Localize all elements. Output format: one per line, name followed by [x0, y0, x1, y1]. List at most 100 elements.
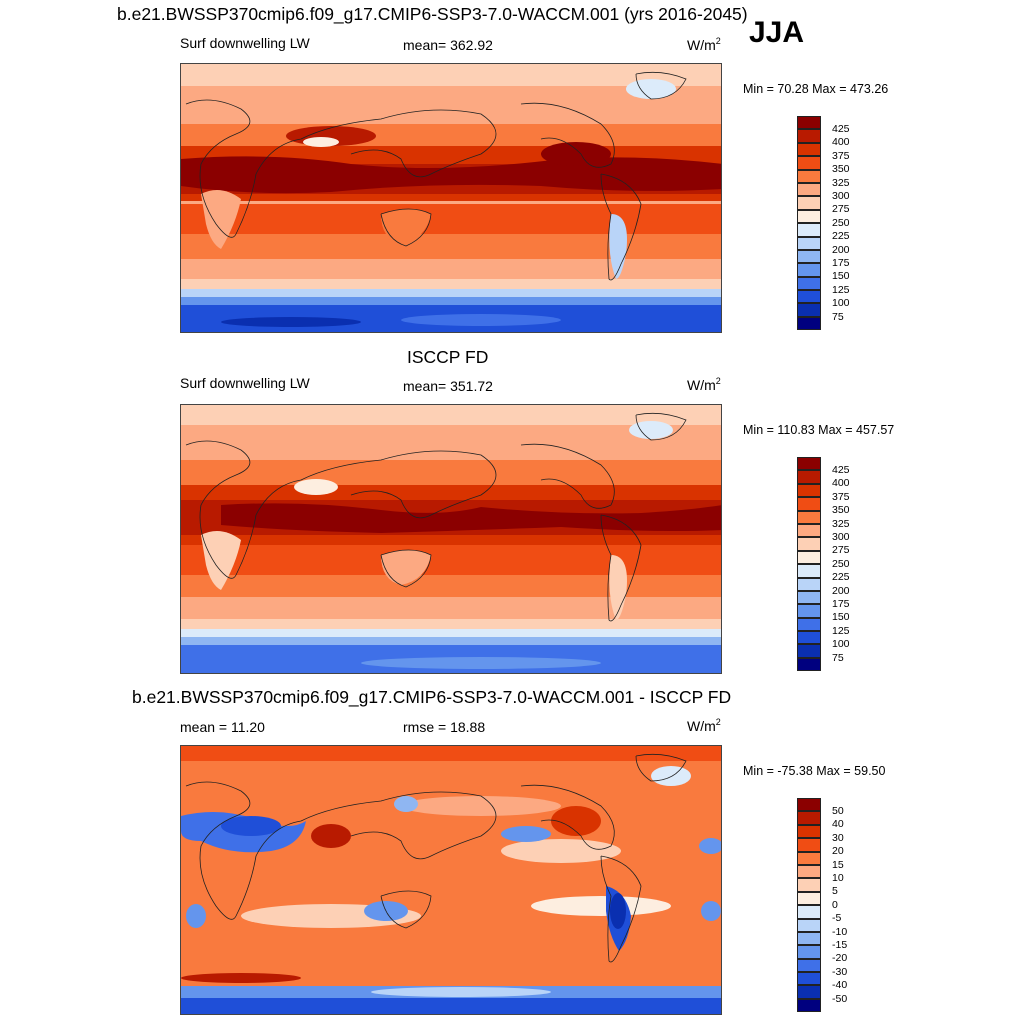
colorbar-tick-label: 325: [832, 176, 850, 189]
colorbar-cell: [797, 905, 821, 919]
colorbar-cell: [797, 985, 821, 999]
colorbar-cell: [797, 142, 821, 157]
colorbar-tick-label: -20: [832, 952, 848, 965]
colorbar-tick-label: 40: [832, 818, 844, 831]
colorbar-tick-label: 175: [832, 256, 850, 269]
colorbar-cell: [797, 918, 821, 932]
colorbar-tick-label: 275: [832, 203, 850, 216]
colorbar-tick-label: 250: [832, 216, 850, 229]
colorbar-tick-label: 0: [832, 898, 838, 911]
colorbar-cell: [797, 249, 821, 264]
panel-1-minmax: Min = 70.28 Max = 473.26: [743, 82, 889, 96]
colorbar-tick-label: 100: [832, 638, 850, 651]
colorbar-cell: [797, 891, 821, 906]
panel-3-title: b.e21.BWSSP370cmip6.f09_g17.CMIP6-SSP3-7…: [132, 687, 732, 707]
colorbar-tick-label: 300: [832, 530, 850, 543]
panel-2-variable-label: Surf downwelling LW: [180, 375, 310, 391]
colorbar-cell: [797, 590, 821, 605]
colorbar-cell: [797, 958, 821, 973]
panel-1-colorbar: [797, 116, 821, 331]
panel-1-units: W/m2: [687, 36, 721, 53]
panel-2-title: ISCCP FD: [407, 347, 489, 367]
colorbar-tick-label: 400: [832, 136, 850, 149]
panel-1-mean-label: mean= 362.92: [403, 37, 493, 53]
colorbar-cell: [797, 931, 821, 946]
colorbar-tick-label: -50: [832, 992, 848, 1005]
colorbar-cell: [797, 457, 821, 471]
colorbar-cell: [797, 657, 821, 672]
colorbar-cell: [797, 156, 821, 170]
colorbar-tick-label: 225: [832, 571, 850, 584]
panel-3-rmse-label: rmse = 18.88: [403, 719, 486, 735]
colorbar-tick-label: 350: [832, 504, 850, 517]
colorbar-tick-label: 150: [832, 611, 850, 624]
colorbar-cell: [797, 998, 821, 1013]
panel-3-colorbar: [797, 798, 821, 1013]
colorbar-cell: [797, 617, 821, 632]
panel-2-map: [180, 404, 722, 674]
colorbar-cell: [797, 824, 821, 839]
colorbar-tick-label: 300: [832, 189, 850, 202]
colorbar-cell: [797, 811, 821, 825]
colorbar-cell: [797, 116, 821, 130]
colorbar-tick-label: -15: [832, 938, 848, 951]
colorbar-cell: [797, 182, 821, 197]
colorbar-tick-label: 375: [832, 490, 850, 503]
colorbar-cell: [797, 523, 821, 538]
colorbar-tick-label: 250: [832, 557, 850, 570]
colorbar-cell: [797, 604, 821, 618]
colorbar-cell: [797, 196, 821, 210]
colorbar-cell: [797, 564, 821, 578]
colorbar-cell: [797, 290, 821, 304]
panel-1-title: b.e21.BWSSP370cmip6.f09_g17.CMIP6-SSP3-7…: [117, 4, 748, 24]
colorbar-cell: [797, 263, 821, 277]
colorbar-cell: [797, 644, 821, 658]
colorbar-tick-label: 125: [832, 283, 850, 296]
panel-1-map: [180, 63, 722, 333]
colorbar-tick-label: 350: [832, 163, 850, 176]
colorbar-tick-label: 75: [832, 310, 844, 323]
colorbar-tick-label: 100: [832, 297, 850, 310]
colorbar-cell: [797, 945, 821, 959]
colorbar-cell: [797, 169, 821, 183]
colorbar-tick-label: 30: [832, 831, 844, 844]
panel-3-units: W/m2: [687, 717, 721, 734]
colorbar-tick-label: 200: [832, 584, 850, 597]
season-label: JJA: [749, 16, 805, 49]
colorbar-cell: [797, 470, 821, 484]
colorbar-tick-label: 325: [832, 517, 850, 530]
colorbar-tick-label: 75: [832, 651, 844, 664]
colorbar-tick-label: 275: [832, 544, 850, 557]
colorbar-cell: [797, 851, 821, 865]
colorbar-cell: [797, 631, 821, 645]
colorbar-tick-label: 425: [832, 463, 850, 476]
colorbar-cell: [797, 972, 821, 986]
colorbar-tick-label: 5: [832, 885, 838, 898]
colorbar-tick-label: -30: [832, 965, 848, 978]
panel-2-units: W/m2: [687, 376, 721, 393]
colorbar-cell: [797, 236, 821, 250]
colorbar-cell: [797, 129, 821, 143]
colorbar-tick-label: 15: [832, 858, 844, 871]
panel-1-variable-label: Surf downwelling LW: [180, 35, 310, 51]
panel-2-minmax: Min = 110.83 Max = 457.57: [743, 423, 895, 437]
colorbar-tick-label: 125: [832, 624, 850, 637]
colorbar-tick-label: -40: [832, 979, 848, 992]
colorbar-tick-label: 150: [832, 270, 850, 283]
colorbar-cell: [797, 510, 821, 524]
colorbar-cell: [797, 864, 821, 879]
colorbar-tick-label: 50: [832, 804, 844, 817]
colorbar-tick-label: -10: [832, 925, 848, 938]
colorbar-tick-label: 375: [832, 149, 850, 162]
colorbar-tick-label: 175: [832, 597, 850, 610]
colorbar-cell: [797, 537, 821, 551]
colorbar-cell: [797, 878, 821, 892]
colorbar-tick-label: 425: [832, 122, 850, 135]
colorbar-cell: [797, 209, 821, 224]
colorbar-cell: [797, 497, 821, 511]
colorbar-tick-label: 200: [832, 243, 850, 256]
colorbar-cell: [797, 303, 821, 317]
colorbar-tick-label: 400: [832, 477, 850, 490]
colorbar-cell: [797, 798, 821, 812]
panel-3-mean-label: mean = 11.20: [180, 719, 265, 735]
